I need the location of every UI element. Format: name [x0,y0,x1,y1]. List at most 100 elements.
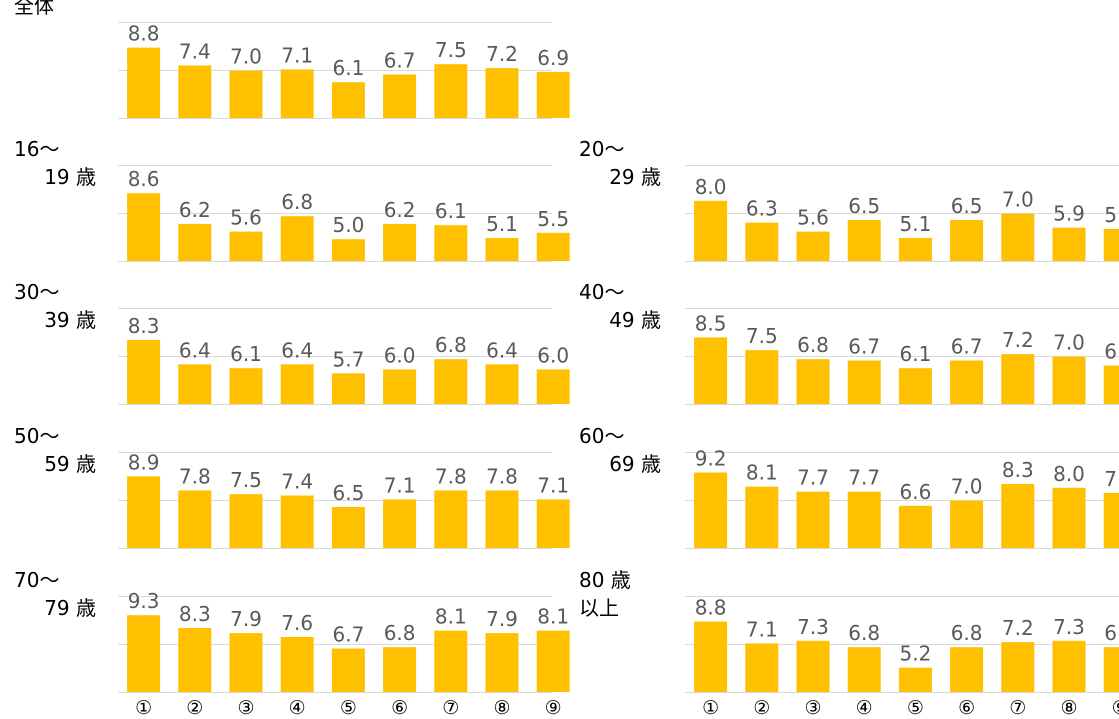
value-label: 7.4 [179,40,211,64]
category-tick-label: ② [186,697,203,719]
value-label: 7.0 [230,45,262,69]
bar [536,369,570,404]
value-label: 7.0 [1002,188,1034,212]
bar [127,615,161,692]
bar [127,47,161,118]
panel-3: 20～ 29 歳 8.0 6.3 5.6 6.5 5.1 6.5 7.0 5.9 5.8 [579,137,1119,262]
value-label: 7.3 [797,615,829,639]
bar [847,647,881,692]
bar [1052,640,1086,692]
bar [178,65,212,118]
bar [1052,487,1086,548]
group-label-line: 29 歳 [609,165,661,189]
bar [485,238,519,261]
value-label: 7.2 [486,42,518,66]
bar [127,340,161,404]
category-tick-label: ⑨ [1112,697,1119,719]
value-label: 6.8 [384,621,416,645]
value-label: 6.8 [1104,621,1119,645]
bar [1103,647,1119,692]
value-label: 6.8 [435,333,467,357]
value-label: 6.3 [1104,340,1119,364]
category-tick-label: ⑥ [958,697,975,719]
group-label-line: 70～ [14,568,59,592]
value-label: 7.1 [537,473,569,497]
bar [485,490,519,548]
bar [331,507,365,548]
bar [434,359,468,404]
bar [1052,356,1086,404]
value-label: 9.3 [128,589,160,613]
group-label-line: 以上 [579,596,619,620]
value-label: 5.7 [332,347,364,371]
bar [229,231,263,261]
value-label: 7.4 [281,470,313,494]
bar [280,637,314,692]
category-tick-label: ② [753,697,770,719]
bar [229,70,263,118]
panel-4: 30～ 39 歳 8.3 6.4 6.1 6.4 5.7 6.0 6.8 6.4 6.0 [14,280,570,405]
bar [847,360,881,404]
value-label: 7.8 [486,464,518,488]
value-label: 7.6 [281,611,313,635]
group-label-line: 59 歳 [44,452,96,476]
bar [127,476,161,548]
bar [280,216,314,261]
bar [280,495,314,548]
category-tick-label: ⑤ [340,697,357,719]
value-label: 8.1 [537,605,569,629]
group-label-line: 79 歳 [44,596,96,620]
bar [383,369,417,404]
panel-9: 80 歳以上 8.8 7.1 7.3 6.8 5.2 6.8 7.2 7.3 6.8 [579,568,1119,693]
value-label: 7.1 [384,473,416,497]
value-label: 7.0 [1053,331,1085,355]
value-label: 8.0 [1053,462,1085,486]
bar [383,499,417,548]
bar [898,505,932,548]
value-label: 7.3 [1053,615,1085,639]
bar [796,231,830,261]
category-tick-label: ⑥ [391,697,408,719]
bar [1103,493,1119,548]
value-label: 7.2 [1002,616,1034,640]
bar [536,499,570,548]
bar [331,648,365,692]
category-tick-label: ④ [289,697,306,719]
panel-1: 全体 8.8 7.4 7.0 7.1 6.1 6.7 7.5 7.2 6.9 [14,0,570,119]
bar [178,628,212,692]
bar [485,68,519,118]
value-label: 6.1 [435,199,467,223]
group-label-line: 16～ [14,137,59,161]
group-label-line: 50～ [14,424,59,448]
bar [178,364,212,404]
value-label: 5.1 [486,212,518,236]
bar [383,223,417,261]
value-label: 7.1 [746,617,778,641]
bar [745,486,779,548]
group-label-line: 49 歳 [609,308,661,332]
value-label: 7.0 [951,475,983,499]
value-label: 8.3 [179,602,211,626]
group-label-line: 19 歳 [44,165,96,189]
value-label: 5.1 [899,212,931,236]
bar [280,364,314,404]
value-label: 6.2 [384,198,416,222]
value-label: 6.3 [746,197,778,221]
group-label-line: 全体 [14,0,54,18]
value-label: 5.2 [899,642,931,666]
value-label: 8.1 [435,605,467,629]
value-label: 6.5 [951,194,983,218]
value-label: 7.7 [797,466,829,490]
value-label: 6.6 [899,480,931,504]
bar [536,71,570,118]
value-label: 6.2 [179,198,211,222]
category-tick-label: ⑨ [545,697,562,719]
bar [485,633,519,692]
bar [745,350,779,404]
value-label: 6.7 [384,49,416,73]
value-label: 5.5 [537,207,569,231]
bar [745,222,779,261]
value-label: 6.5 [332,481,364,505]
bar [434,630,468,692]
value-label: 7.9 [486,607,518,631]
